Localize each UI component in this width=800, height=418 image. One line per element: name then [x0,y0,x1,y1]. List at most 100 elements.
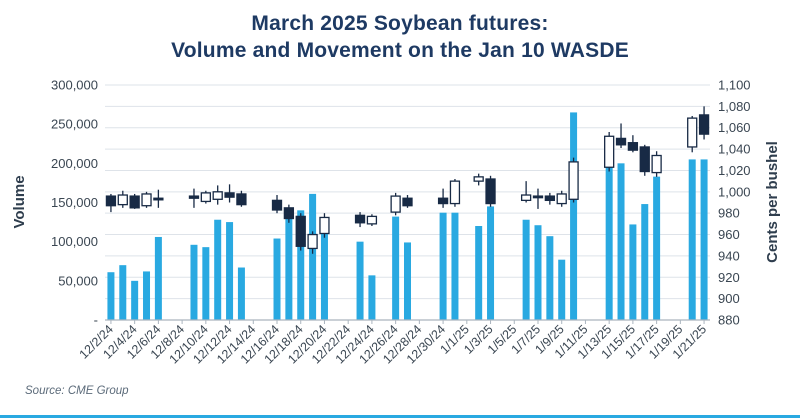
left-axis-tick-labels: 300,000 250,000 200,000 150,000 100,000 50,00… [51,78,98,328]
volume-bar [190,244,198,320]
right-axis-tick-label: 920 [718,270,740,285]
candlestick [532,188,544,209]
candlestick [615,123,627,149]
candle-body [390,195,401,213]
candle-body [188,195,200,199]
volume-bar [688,159,696,320]
volume-bar [309,193,317,320]
volume-bar [356,241,364,320]
volume-bar [570,112,578,321]
candlestick [402,195,413,208]
candlestick [473,173,484,186]
candle-body [271,199,283,211]
candle-body [544,195,556,202]
volume-bar [320,226,328,320]
candlestick [141,191,152,208]
volume-bar [404,242,411,320]
candlestick [651,151,662,177]
volume-bar [700,159,708,320]
volume-bars [107,112,708,321]
x-axis-ticks [110,320,705,324]
candlestick [604,132,615,172]
candle-body [129,195,140,209]
right-axis-tick-label: 1,100 [718,78,751,93]
volume-bar [451,212,459,320]
volume-bar [392,216,400,320]
candlestick [366,214,378,226]
candle-body [117,194,128,206]
volume-bar [439,212,447,320]
right-axis-tick-label: 900 [718,291,740,306]
candlestick [307,231,318,254]
left-axis-tick-label: 200,000 [51,156,98,171]
candle-body [212,191,223,200]
candlestick [556,190,567,207]
candle-body [627,142,639,151]
candlestick [354,212,366,228]
candlestick [153,189,164,208]
volume-bar [546,236,554,320]
right-axis-tick-label: 980 [718,206,740,221]
candle-body [200,192,211,203]
candle-body [366,215,378,225]
candlestick [437,188,449,208]
candlestick [224,184,235,203]
candle-body [449,180,461,205]
candle-body [153,197,164,201]
volume-bar [119,265,127,320]
candle-body [307,233,318,250]
right-axis-tick-label: 1,000 [718,184,751,199]
candlestick [568,157,579,203]
candle-body [698,114,710,135]
candlestick [117,190,128,208]
right-axis-tick-labels: 1,100 1,080 1,060 1,040 1,020 1,000 980 960 940 9… [718,78,751,328]
candle-body [639,146,650,173]
candlestick [485,175,496,207]
volume-bar [368,275,376,320]
candlestick [200,190,211,204]
volume-bar [605,161,613,320]
volume-bar [617,163,625,320]
volume-bar [285,209,293,320]
volume-bar [297,210,305,320]
right-axis-title: Cents per bushel [764,141,781,263]
candle-body [532,195,544,199]
bottom-accent-bar [0,415,800,418]
volume-bar [522,219,530,320]
chart-title-line1: March 2025 Soybean futures: [251,12,549,35]
candlestick [639,144,650,176]
volume-bar [475,226,483,320]
left-axis-tick-label: 100,000 [51,234,98,249]
candlesticks [105,106,710,254]
volume-bar [214,219,222,320]
left-axis-tick-label: 50,000 [58,273,98,288]
candle-body [437,197,449,205]
candle-body [687,117,698,148]
right-axis-tick-label: 960 [718,227,740,242]
volume-bar [641,204,649,320]
left-axis-title: Volume [11,175,28,228]
candle-body [485,178,496,205]
volume-bar [202,247,210,320]
candle-body [568,161,579,200]
chart-title: March 2025 Soybean futures: Volume and M… [0,10,800,64]
candlestick [295,213,306,251]
right-axis-tick-label: 880 [718,313,740,328]
volume-bar [143,271,151,320]
left-axis-tick-label: - [94,313,98,328]
candle-body [141,193,152,207]
candle-body [556,193,567,205]
volume-bar [273,238,281,320]
candlestick [390,192,401,216]
volume-bar [237,267,245,320]
x-axis-labels: 12/2/2412/4/2412/6/2412/8/2412/10/2412/1… [77,322,710,366]
volume-bar [107,272,115,320]
candle-body [402,197,413,207]
left-axis-tick-label: 250,000 [51,117,98,132]
candlestick [687,115,698,153]
volume-bar [226,222,234,320]
volume-bar [558,259,566,320]
candle-body [295,215,306,247]
